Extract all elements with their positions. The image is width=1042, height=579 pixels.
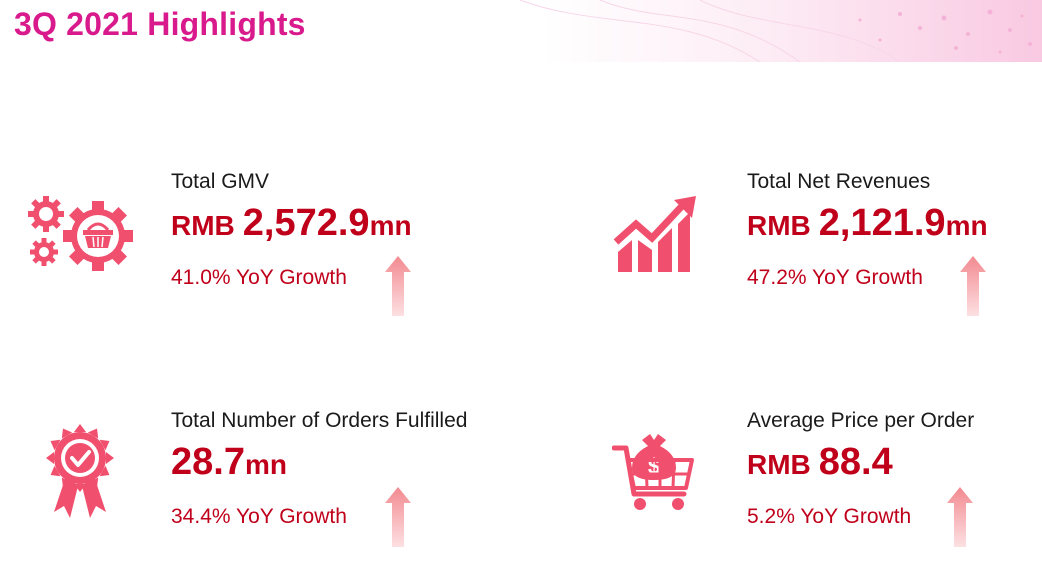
growth-chart-icon [613, 196, 696, 272]
gears-basket-icon [28, 196, 133, 271]
header-band [0, 0, 1042, 62]
kpi-growth: 47.2% YoY Growth [747, 266, 923, 289]
kpi-growth: 34.4% YoY Growth [171, 505, 347, 528]
header-decoration [519, 0, 1032, 62]
value-number: 2,121.9 [818, 202, 946, 244]
currency-prefix: RMB [747, 449, 811, 480]
kpi-card-gmv: Total GMV RMB 2,572.9mn 41.0% YoY Growth [171, 170, 451, 320]
kpi-card-orders: Total Number of Orders Fulfilled 28.7mn … [171, 409, 521, 559]
currency-prefix: RMB [171, 210, 235, 241]
kpi-label: Average Price per Order [747, 409, 975, 432]
kpi-growth: 5.2% YoY Growth [747, 505, 912, 528]
kpi-growth: 41.0% YoY Growth [171, 266, 347, 289]
up-arrow-icon [385, 256, 411, 316]
value-unit: mn [369, 210, 412, 241]
up-arrow-icon [960, 256, 986, 316]
kpi-label: Total Number of Orders Fulfilled [171, 409, 468, 432]
currency-prefix: RMB [747, 210, 811, 241]
kpi-value: RMB 88.4 [747, 441, 893, 484]
award-badge-icon [46, 424, 114, 518]
value-number: 28.7 [171, 441, 245, 483]
kpi-label: Total GMV [171, 170, 270, 193]
value-number: 88.4 [818, 441, 893, 483]
value-unit: mn [244, 449, 287, 480]
kpi-value: RMB 2,572.9mn [171, 202, 412, 245]
kpi-label: Total Net Revenues [747, 170, 931, 193]
up-arrow-icon [947, 487, 973, 547]
up-arrow-icon [385, 487, 411, 547]
kpi-value: RMB 2,121.9mn [747, 202, 988, 245]
cart-money-icon: $ [612, 434, 694, 510]
value-unit: mn [945, 210, 988, 241]
kpi-card-price: Average Price per Order RMB 88.4 5.2% YoY… [747, 409, 1037, 559]
value-number: 2,572.9 [242, 202, 370, 244]
kpi-value: 28.7mn [171, 441, 287, 484]
kpi-card-revenue: Total Net Revenues RMB 2,121.9mn 47.2% Yo… [747, 170, 1037, 320]
page-title: 3Q 2021 Highlights [14, 6, 306, 42]
